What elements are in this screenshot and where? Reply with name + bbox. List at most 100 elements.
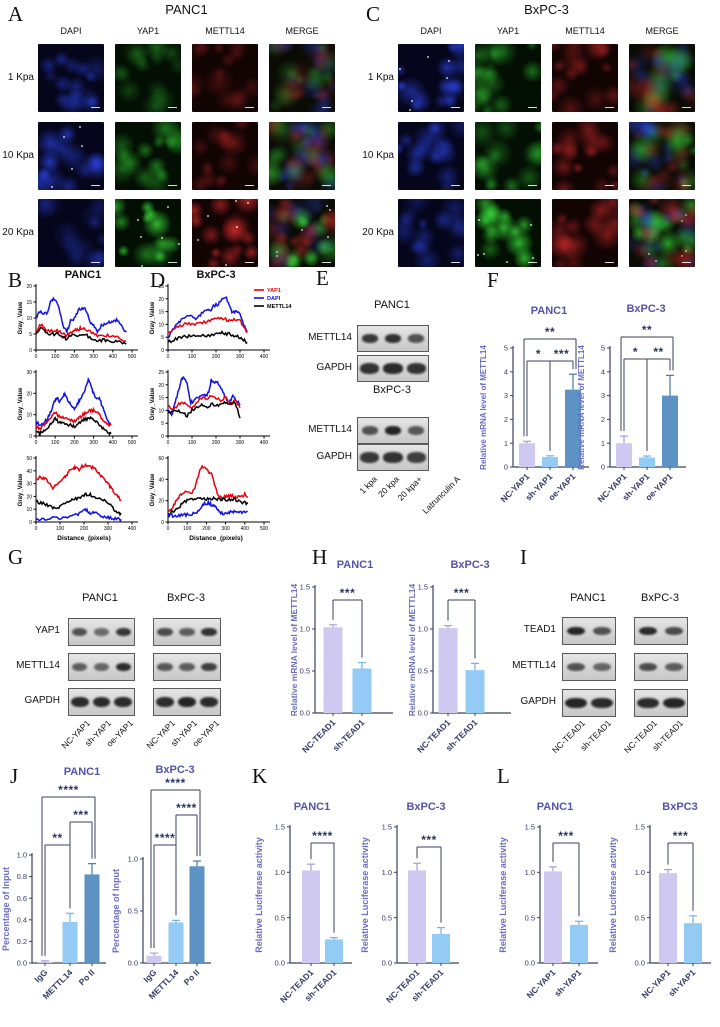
micro-image-dapi xyxy=(398,199,464,267)
speckle xyxy=(197,238,200,241)
cell-blob xyxy=(133,55,152,74)
blot-band xyxy=(70,696,89,708)
cell-blob xyxy=(636,122,654,134)
cell-blob xyxy=(302,67,328,93)
y-tick-label: 1 xyxy=(504,439,508,448)
cell-blob xyxy=(293,231,308,246)
cell-blob xyxy=(52,74,73,94)
y-tick-label: 0.5 xyxy=(275,913,285,922)
panel-letter-b: B xyxy=(8,268,23,292)
cell-blob xyxy=(649,45,667,63)
x-tick-label: 0 xyxy=(35,440,38,446)
cell-blob xyxy=(552,58,567,74)
x-tick-label: 500 xyxy=(128,354,137,360)
y-tick-label: 1.5 xyxy=(275,823,285,832)
panel-letter-l: L xyxy=(497,764,510,788)
speckle xyxy=(410,99,413,102)
cell-blob xyxy=(629,56,642,75)
column-header-yap1: YAP1 xyxy=(496,26,520,36)
blot-band xyxy=(408,334,425,343)
cell-blob xyxy=(286,67,300,81)
x-axis-label: Distance_(pixels) xyxy=(57,535,110,542)
cell-blob xyxy=(446,241,464,267)
blot-box xyxy=(634,653,688,681)
significance-label: *** xyxy=(673,829,689,843)
panel-letter-h: H xyxy=(312,545,328,569)
significance-label: * xyxy=(536,347,541,361)
cell-blob xyxy=(583,44,611,63)
cell-blob xyxy=(445,44,464,61)
speckle xyxy=(482,252,485,255)
speckle xyxy=(160,236,163,239)
blot-band xyxy=(566,626,586,636)
y-tick-label: 30 xyxy=(26,482,32,488)
cell-blob xyxy=(644,123,658,137)
blot-box xyxy=(357,325,429,352)
cell-blob xyxy=(298,136,326,164)
cell-blob xyxy=(666,209,684,226)
blot-band xyxy=(361,334,378,343)
cell-blob xyxy=(483,179,498,190)
cell-blob xyxy=(667,69,695,100)
y-axis-label: Relative mRNA level of METTL14 xyxy=(479,345,488,470)
bar-chart-K1: 0.00.51.01.5NC-TEAD1sh-TEAD1****PANC1Rel… xyxy=(254,801,352,1005)
cell-blob xyxy=(210,246,223,259)
cell-blob xyxy=(217,244,242,267)
series-mettl14 xyxy=(35,491,122,517)
cell-blob xyxy=(64,76,87,99)
series-mettl14 xyxy=(167,330,248,345)
blot-band xyxy=(114,696,133,708)
cell-blob xyxy=(637,213,665,241)
cell-blob xyxy=(269,122,291,137)
cell-blob xyxy=(661,97,682,112)
blot-row-label: METTL14 xyxy=(16,660,60,671)
panel-letter-e: E xyxy=(316,266,329,290)
cell-blob xyxy=(295,122,313,136)
cell-blob xyxy=(287,199,313,225)
blot-band xyxy=(406,452,426,463)
cell-blob xyxy=(556,137,581,162)
speckle xyxy=(685,213,688,216)
cell-blob xyxy=(61,89,88,112)
micro-image-dapi xyxy=(398,44,464,112)
cell-blob xyxy=(648,44,680,76)
micro-image-met xyxy=(552,122,618,190)
y-tick-label: 0 xyxy=(29,348,32,354)
blot-row-label: GAPDH xyxy=(24,695,60,706)
cell-blob xyxy=(631,199,656,224)
y-tick-label: 20 xyxy=(158,383,164,389)
blot-band xyxy=(406,363,426,374)
cell-blob xyxy=(115,146,132,165)
micro-image-met xyxy=(192,122,258,190)
micro-image-dapi xyxy=(38,122,104,190)
bar-NC-TEAD1 xyxy=(323,627,343,713)
cell-blob xyxy=(447,122,464,141)
speckle xyxy=(140,265,143,267)
cell-blob xyxy=(526,138,541,167)
speckle xyxy=(326,204,329,207)
y-tick-label: 4 xyxy=(601,367,605,376)
cell-blob xyxy=(204,123,228,147)
y-tick-label: 0.0 xyxy=(128,959,138,968)
blot-box xyxy=(562,617,616,645)
cell-blob xyxy=(639,138,663,162)
cell-blob xyxy=(636,221,662,247)
series-dapi xyxy=(35,507,122,523)
column-header-merge: MERGE xyxy=(285,26,319,36)
cell-blob xyxy=(115,62,129,83)
cell-blob xyxy=(38,164,68,190)
x-tick-label: 0 xyxy=(167,526,170,532)
cell-blob xyxy=(647,170,664,188)
cell-blob xyxy=(629,70,648,101)
bar-IgG xyxy=(146,955,162,963)
cell-blob xyxy=(639,122,671,151)
cell-blob xyxy=(213,174,228,189)
cell-blob xyxy=(305,199,329,213)
y-tick-label: 0 xyxy=(29,520,32,526)
cell-blob xyxy=(67,236,96,265)
cell-blob xyxy=(675,172,690,188)
x-tick-label: 100 xyxy=(51,440,60,446)
cell-blob xyxy=(630,77,662,109)
